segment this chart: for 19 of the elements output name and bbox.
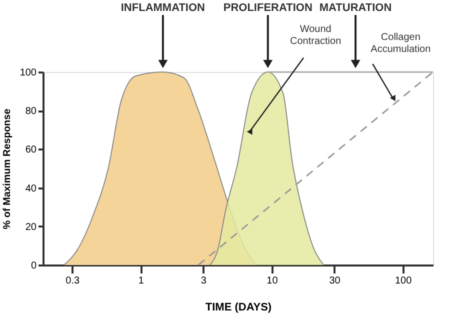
annotation: Collagen Accumulation <box>370 32 431 55</box>
y-tick-label: 20 <box>25 222 37 233</box>
x-tick-label: 100 <box>394 276 412 286</box>
x-tick-label: 1 <box>138 276 144 286</box>
y-tick-label: 80 <box>25 106 37 118</box>
annotation: Wound Contraction <box>290 24 342 47</box>
annotation: PROLIFERATION <box>223 2 312 14</box>
x-tick-label: 30 <box>329 276 341 286</box>
y-tick-label: 40 <box>25 183 37 194</box>
y-axis-title: % of Maximum Response <box>2 108 13 230</box>
x-tick-label: 0.3 <box>66 276 80 286</box>
x-axis-title: TIME (DAYS) <box>205 302 272 314</box>
x-tick-label: 3 <box>200 276 207 286</box>
x-tick-label: 10 <box>266 276 278 286</box>
y-tick-label: 0 <box>30 260 37 272</box>
y-tick-label: 60 <box>25 144 37 156</box>
y-tick-label: 100 <box>20 68 37 78</box>
annotation: INFLAMMATION <box>120 2 206 14</box>
annotation: MATURATION <box>319 2 392 14</box>
